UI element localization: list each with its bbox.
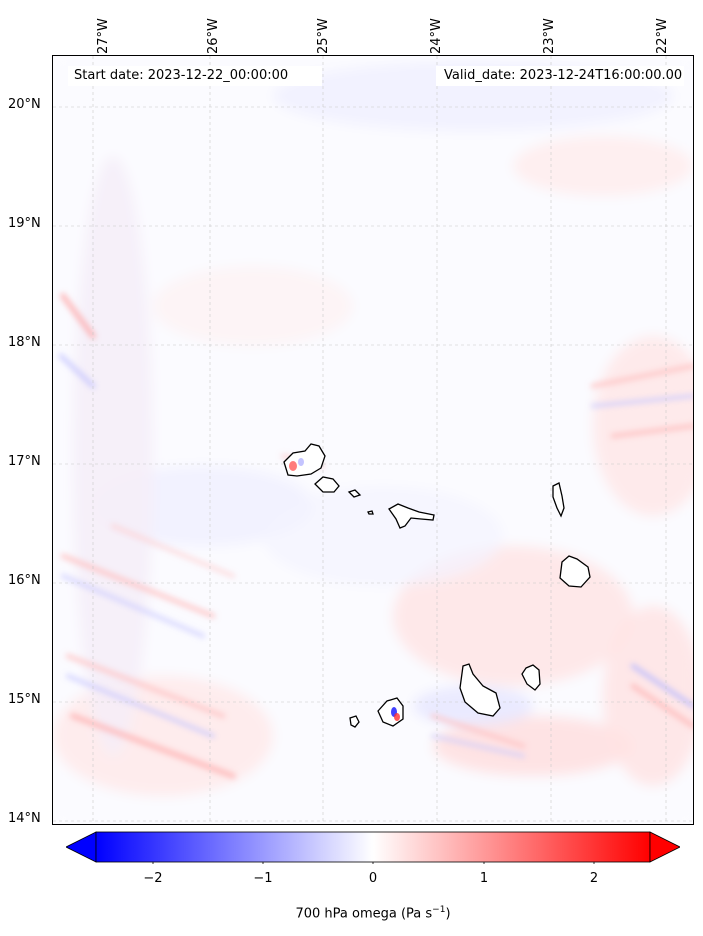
colorbar-title: 700 hPa omega (Pa s−1)	[0, 905, 703, 921]
colorbar-title-exponent: −1	[432, 905, 446, 915]
colorbar-tick-minus1: −1	[253, 871, 273, 886]
island-santa-luzia	[347, 489, 362, 498]
colorbar-gradient	[95, 831, 651, 863]
lat-tick-18n: 18°N	[8, 335, 41, 350]
colorbar-title-prefix: 700 hPa omega (Pa s	[295, 906, 433, 922]
lat-tick-19n: 19°N	[8, 216, 41, 231]
lon-tick-26w: 26°W	[206, 18, 221, 54]
colorbar-title-suffix: )	[445, 906, 451, 922]
gridlines	[53, 56, 693, 824]
coastlines	[283, 443, 591, 728]
start-date-label: Start date: 2023-12-22_00:00:00	[68, 66, 322, 86]
island-raso	[367, 510, 374, 515]
lat-tick-16n: 16°N	[8, 573, 41, 588]
colorbar-high-extend	[649, 831, 680, 863]
island-boa-vista	[559, 555, 591, 588]
lon-tick-27w: 27°W	[96, 18, 111, 54]
map-panel	[52, 55, 694, 825]
island-maio	[521, 664, 541, 691]
fogo-omega-dipole	[391, 707, 400, 721]
island-sao-nicolau	[388, 503, 435, 529]
santo-antao-omega-dipole	[289, 458, 304, 471]
lat-tick-17n: 17°N	[8, 454, 41, 469]
omega-field-map	[53, 56, 693, 824]
island-sal	[552, 482, 565, 518]
lon-tick-25w: 25°W	[316, 18, 331, 54]
island-sao-vicente	[314, 476, 340, 493]
omega-field-shading	[53, 56, 693, 824]
colorbar	[66, 831, 680, 864]
island-santiago	[459, 663, 501, 717]
colorbar-tick-2: 2	[589, 871, 599, 886]
lat-tick-14n: 14°N	[8, 811, 41, 826]
colorbar-tick-1: 1	[479, 871, 489, 886]
lon-tick-24w: 24°W	[429, 18, 444, 54]
lon-tick-23w: 23°W	[542, 18, 557, 54]
lat-tick-15n: 15°N	[8, 692, 41, 707]
lat-tick-20n: 20°N	[8, 97, 41, 112]
colorbar-low-extend	[66, 831, 97, 863]
lon-tick-22w: 22°W	[655, 18, 670, 54]
colorbar-tick-0: 0	[368, 871, 378, 886]
valid-date-label: Valid_date: 2023-12-24T16:00:00.00	[436, 66, 684, 86]
island-brava	[349, 715, 360, 728]
colorbar-tick-minus2: −2	[143, 871, 163, 886]
